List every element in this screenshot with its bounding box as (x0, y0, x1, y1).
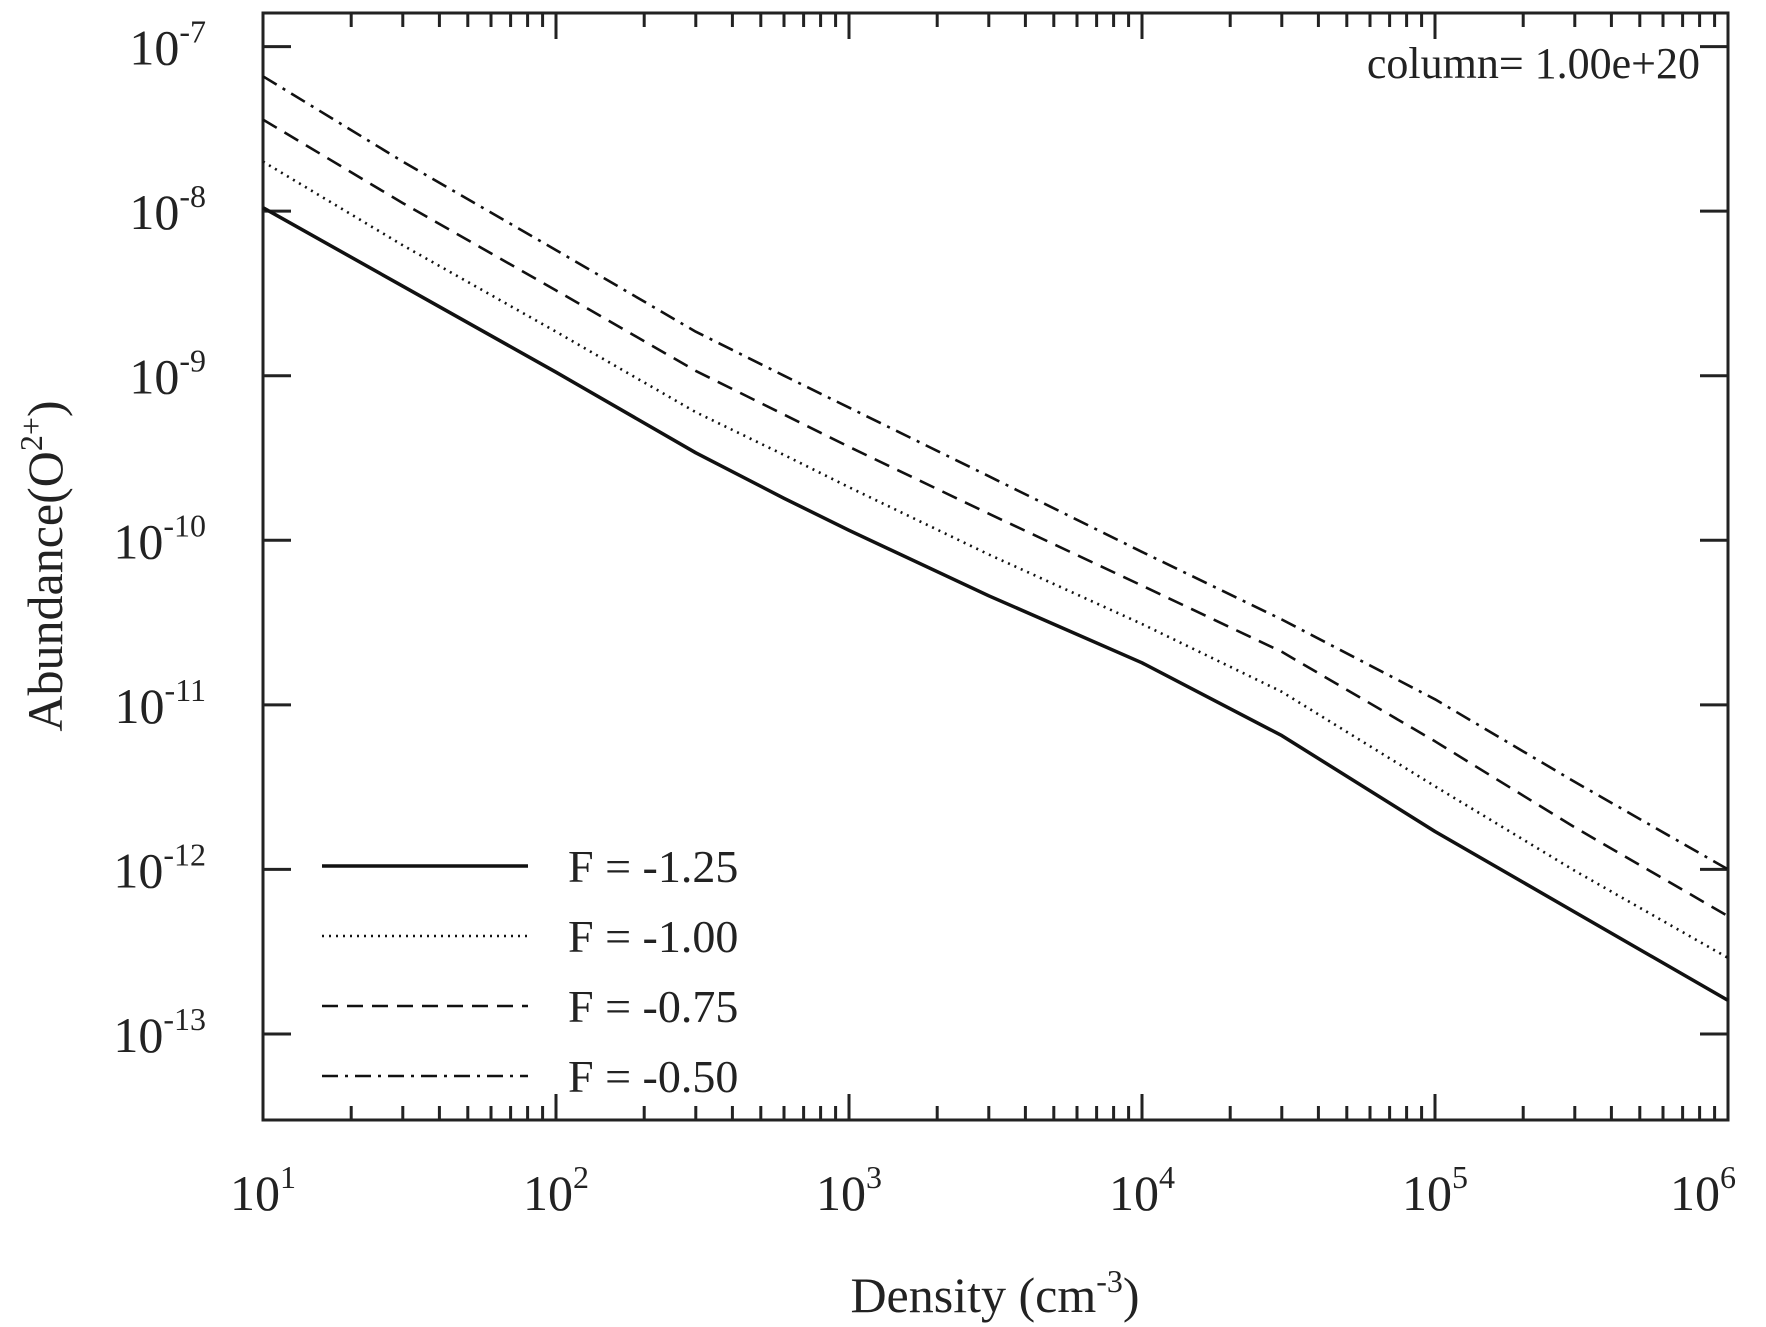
legend-label: F = -1.00 (568, 911, 738, 962)
column-annotation: column= 1.00e+20 (1367, 39, 1700, 88)
y-axis-tick-labels: 10-13 10-12 10-11 10-10 10-9 10-8 10-7 (113, 14, 206, 1063)
y-tick-label: 10-9 (129, 343, 206, 405)
axis-ticks (261, 13, 1730, 1120)
legend-label: F = -0.50 (568, 1051, 738, 1102)
x-tick-label: 106 (1670, 1159, 1736, 1221)
y-tick-label: 10-7 (129, 14, 206, 76)
legend-label: F = -0.75 (568, 981, 738, 1032)
series-line (262, 75, 1729, 871)
x-tick-label: 105 (1402, 1159, 1468, 1221)
y-tick-label: 10-8 (129, 178, 206, 240)
plot-frame (261, 11, 1730, 1122)
y-axis-title: Abundance(O2+) (13, 400, 73, 731)
y-tick-label: 10-13 (113, 1001, 206, 1063)
legend: F = -1.25 F = -1.00 F = -0.75 F = -0.50 (322, 841, 738, 1102)
x-tick-label: 104 (1109, 1159, 1175, 1221)
x-tick-label: 103 (816, 1159, 882, 1221)
y-tick-label: 10-12 (113, 836, 206, 898)
series-line (262, 118, 1729, 918)
legend-label: F = -1.25 (568, 841, 738, 892)
series-lines (262, 75, 1729, 1002)
y-tick-label: 10-10 (113, 507, 206, 569)
y-tick-label: 10-11 (115, 672, 206, 734)
x-tick-label: 102 (523, 1159, 589, 1221)
series-line (262, 206, 1729, 1002)
x-axis-tick-labels: 101 102 103 104 105 106 (230, 1159, 1736, 1221)
x-tick-label: 101 (230, 1159, 296, 1221)
x-axis-title: Density (cm-3) (850, 1263, 1139, 1323)
series-line (262, 160, 1729, 960)
